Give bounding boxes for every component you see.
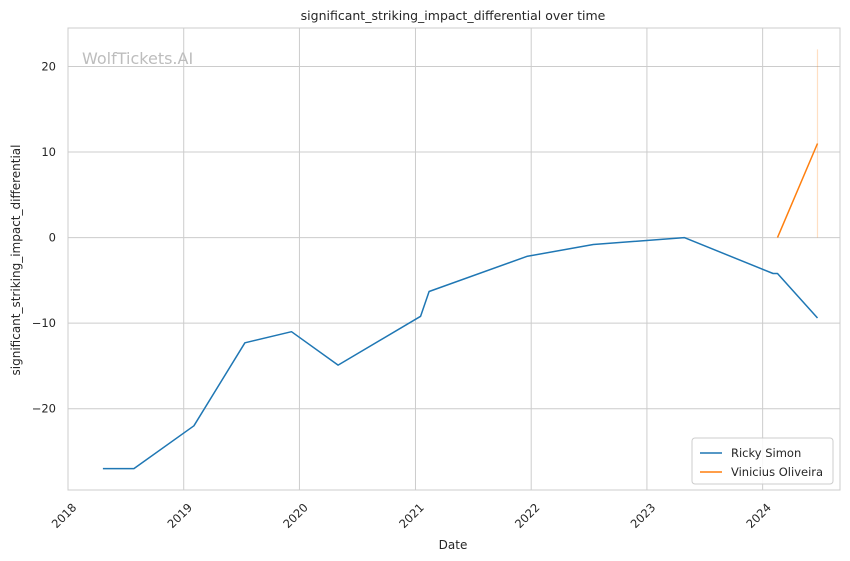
y-axis-ticks: 20 10 0 −10 −20 <box>32 60 56 416</box>
plot-frame <box>67 27 841 491</box>
y-tick-label: −20 <box>32 402 56 416</box>
y-tick-label: −10 <box>32 316 56 330</box>
y-tick-label: 0 <box>49 231 56 245</box>
legend-label-ricky-simon: Ricky Simon <box>731 446 801 460</box>
grid <box>67 28 840 490</box>
legend: Ricky Simon Vinicius Oliveira <box>691 437 834 485</box>
series-layer <box>102 49 819 470</box>
chart-title: significant_striking_impact_differential… <box>301 8 606 23</box>
x-axis-title: Date <box>439 538 468 552</box>
y-axis-title: significant_striking_impact_differential <box>9 145 23 376</box>
series-line-ricky-simon <box>102 236 819 470</box>
y-tick-label: 10 <box>41 145 56 159</box>
series-line-vinicius-oliveira <box>776 143 819 238</box>
legend-label-vinicius-oliveira: Vinicius Oliveira <box>731 465 823 479</box>
y-tick-label: 20 <box>41 60 56 74</box>
watermark: WolfTickets.AI <box>82 49 193 68</box>
legend-box <box>691 437 834 485</box>
